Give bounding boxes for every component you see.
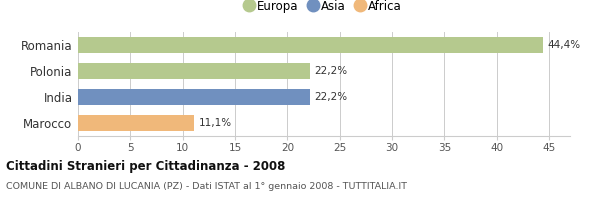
Text: COMUNE DI ALBANO DI LUCANIA (PZ) - Dati ISTAT al 1° gennaio 2008 - TUTTITALIA.IT: COMUNE DI ALBANO DI LUCANIA (PZ) - Dati … <box>6 182 407 191</box>
Text: Cittadini Stranieri per Cittadinanza - 2008: Cittadini Stranieri per Cittadinanza - 2… <box>6 160 286 173</box>
Bar <box>78 89 310 105</box>
Bar <box>78 63 310 79</box>
Text: 22,2%: 22,2% <box>314 92 348 102</box>
Legend: Europa, Asia, Africa: Europa, Asia, Africa <box>242 0 406 18</box>
Text: 22,2%: 22,2% <box>314 66 348 76</box>
Text: 11,1%: 11,1% <box>199 118 232 128</box>
Text: 44,4%: 44,4% <box>547 40 580 50</box>
Bar <box>78 37 543 53</box>
Bar <box>78 115 194 131</box>
